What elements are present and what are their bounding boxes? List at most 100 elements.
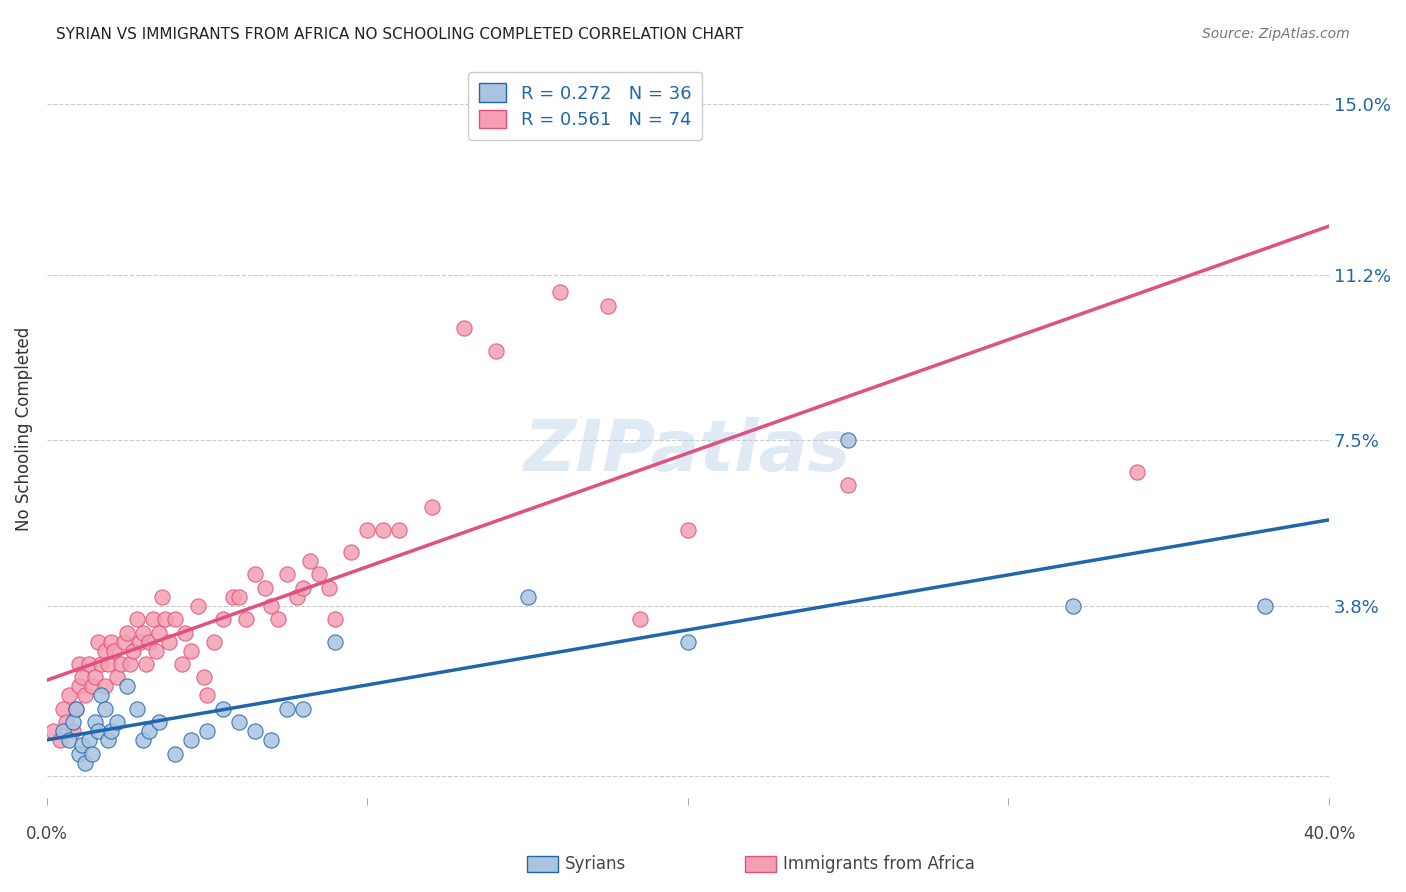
Point (100, 724, 122, 739)
Point (58, 689, 80, 703)
Point (325, 634, 347, 648)
Point (388, 523, 411, 537)
Point (186, 599, 208, 613)
Point (58, 733, 80, 747)
Point (292, 581, 315, 595)
Point (453, 321, 475, 335)
Point (84, 670, 107, 684)
Point (340, 545, 363, 559)
Point (148, 715, 170, 730)
Point (87, 724, 110, 739)
Y-axis label: No Schooling Completed: No Schooling Completed (15, 326, 32, 531)
Point (253, 581, 276, 595)
Point (676, 634, 699, 648)
Point (70, 670, 93, 684)
Point (125, 702, 148, 716)
Point (150, 590, 173, 604)
Text: SYRIAN VS IMMIGRANTS FROM AFRICA NO SCHOOLING COMPLETED CORRELATION CHART: SYRIAN VS IMMIGRANTS FROM AFRICA NO SCHO… (56, 27, 744, 42)
Point (115, 625, 138, 640)
Point (135, 657, 157, 671)
Point (837, 478, 859, 492)
Point (132, 733, 155, 747)
Point (222, 590, 245, 604)
Point (285, 590, 308, 604)
Point (245, 567, 267, 582)
Point (93, 643, 115, 657)
Text: Syrians: Syrians (565, 855, 627, 873)
Point (132, 625, 155, 640)
Point (138, 724, 160, 739)
Point (548, 285, 571, 300)
Point (42, 724, 65, 739)
Text: ZIPatlas: ZIPatlas (524, 417, 852, 485)
Point (837, 433, 859, 447)
Point (180, 643, 202, 657)
Point (308, 567, 330, 582)
Point (148, 625, 170, 640)
Point (75, 756, 97, 770)
Point (77, 733, 100, 747)
Point (260, 733, 283, 747)
Point (107, 715, 129, 730)
Point (122, 643, 145, 657)
Point (67, 680, 90, 694)
Point (145, 643, 167, 657)
Point (228, 590, 250, 604)
Point (110, 657, 132, 671)
Point (193, 670, 215, 684)
Point (420, 500, 443, 515)
Point (70, 738, 93, 752)
Point (298, 554, 321, 568)
Point (173, 625, 195, 640)
FancyBboxPatch shape (527, 856, 558, 872)
Point (80, 680, 103, 694)
Point (228, 715, 250, 730)
FancyBboxPatch shape (745, 856, 776, 872)
Legend: R = 0.272   N = 36, R = 0.561   N = 74: R = 0.272 N = 36, R = 0.561 N = 74 (468, 72, 702, 140)
Point (65, 702, 87, 716)
Point (202, 634, 225, 648)
Point (80, 747, 103, 761)
Text: Source: ZipAtlas.com: Source: ZipAtlas.com (1202, 27, 1350, 41)
Point (62, 724, 84, 739)
Point (67, 657, 90, 671)
Point (97, 733, 120, 747)
Point (90, 657, 112, 671)
Point (157, 634, 180, 648)
Text: Immigrants from Africa: Immigrants from Africa (783, 855, 974, 873)
Point (1254, 599, 1277, 613)
Point (120, 657, 142, 671)
Point (103, 643, 125, 657)
Point (128, 634, 150, 648)
Point (125, 612, 148, 626)
Point (165, 612, 187, 626)
Point (628, 612, 651, 626)
Point (195, 724, 218, 739)
Point (266, 612, 288, 626)
Point (62, 715, 84, 730)
Point (107, 670, 129, 684)
Point (93, 680, 115, 694)
Text: 40.0%: 40.0% (1303, 825, 1355, 843)
Point (356, 523, 378, 537)
Point (1125, 465, 1147, 479)
Point (142, 612, 165, 626)
Point (260, 599, 283, 613)
Point (93, 702, 115, 716)
Point (100, 634, 122, 648)
Point (48, 733, 70, 747)
Point (115, 680, 138, 694)
Point (235, 612, 257, 626)
Point (155, 612, 177, 626)
Point (75, 689, 97, 703)
Point (596, 299, 619, 313)
Point (138, 634, 160, 648)
Point (485, 343, 508, 358)
Point (165, 747, 187, 761)
Point (55, 715, 77, 730)
Point (170, 657, 193, 671)
Point (212, 702, 235, 716)
Point (52, 724, 75, 739)
Point (52, 702, 75, 716)
Point (1062, 599, 1084, 613)
